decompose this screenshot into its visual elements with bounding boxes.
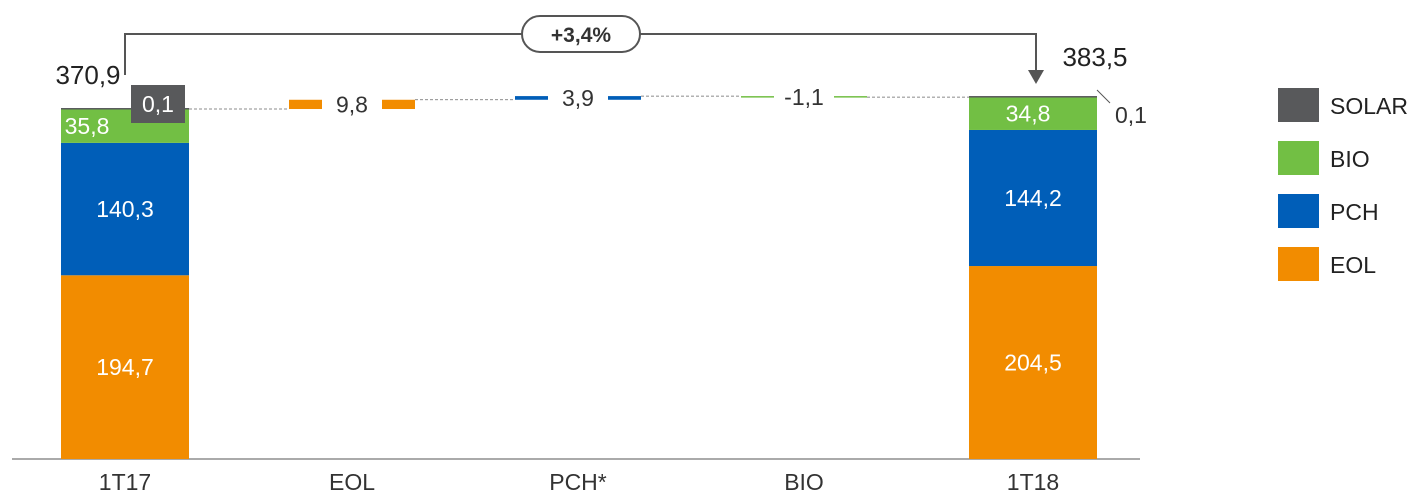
x-tick-label: PCH*	[549, 469, 607, 495]
legend-swatch-pch	[1278, 194, 1319, 228]
bar-segment-eol	[61, 275, 189, 459]
bar-segment-solar	[61, 108, 189, 110]
legend-label: EOL	[1330, 252, 1376, 278]
solar-callout-box	[131, 85, 185, 123]
x-tick-label: 1T17	[99, 469, 151, 495]
bar-value-label: 0,1	[1115, 102, 1147, 128]
delta-label-bg	[548, 83, 608, 112]
growth-bracket-left	[124, 33, 528, 75]
bar-value-label: 140,3	[96, 196, 154, 222]
bar-value-label: 144,2	[1004, 185, 1062, 211]
bar-segment-eol	[969, 266, 1097, 459]
bar-value-label: 35,8	[65, 113, 110, 139]
growth-bracket-right	[640, 33, 1037, 74]
bar-segment-solar	[969, 96, 1097, 98]
total-label-start: 370,9	[55, 60, 120, 90]
legend-label: SOLAR	[1330, 93, 1408, 119]
total-label-end: 383,5	[1062, 42, 1127, 72]
growth-label: +3,4%	[551, 24, 611, 47]
bar-value-label: 204,5	[1004, 350, 1062, 376]
legend-swatch-eol	[1278, 247, 1319, 281]
legend-swatch-solar	[1278, 88, 1319, 122]
delta-label-bg	[774, 82, 834, 111]
bar-value-label: 34,8	[1006, 101, 1051, 127]
legend-label: PCH	[1330, 199, 1379, 225]
growth-arrow-head	[1028, 70, 1044, 84]
x-tick-label: BIO	[784, 469, 824, 495]
delta-label-bg	[322, 90, 382, 119]
delta-value-label: 9,8	[336, 91, 368, 117]
delta-value-label: 3,9	[562, 85, 594, 111]
legend-swatch-bio	[1278, 141, 1319, 175]
delta-value-label: -1,1	[784, 84, 824, 110]
bar-value-label: 0,1	[142, 91, 174, 117]
bar-value-label: 194,7	[96, 354, 154, 380]
x-tick-label: 1T18	[1007, 469, 1059, 495]
x-tick-label: EOL	[329, 469, 375, 495]
bar-segment-pch	[969, 129, 1097, 267]
bar-segment-bio	[969, 97, 1097, 130]
bar-segment-pch	[61, 142, 189, 276]
legend-label: BIO	[1330, 146, 1370, 172]
growth-badge	[521, 15, 641, 53]
solar-leader-line	[1096, 89, 1111, 104]
